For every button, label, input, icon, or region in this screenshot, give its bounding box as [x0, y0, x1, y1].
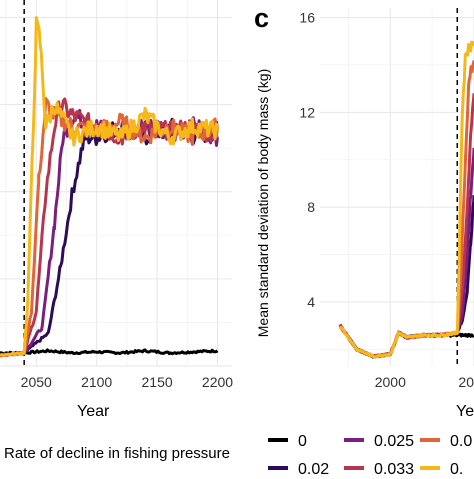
y-tick-label: 4: [307, 294, 315, 310]
legend-label: 0.0: [450, 433, 472, 450]
y-tick-label: 12: [299, 104, 315, 120]
right-series-lines: [338, 40, 474, 359]
legend-title: Rate of decline in fishing pressure: [4, 445, 230, 462]
right-x-axis-ticks: 2000 2050: [375, 374, 474, 390]
y-tick-label: 8: [307, 199, 315, 215]
series-line-0.: [0, 16, 219, 357]
right-y-axis-label: Mean standard deviation of body mass (kg…: [255, 69, 271, 337]
right-gridlines: [320, 8, 474, 366]
x-tick-label: 2050: [21, 374, 52, 390]
x-tick-label: 2200: [202, 374, 233, 390]
panel-right-chart: c 4 8 12 16 2000 2050 Mean standard deviatio…: [254, 3, 474, 420]
legend: Rate of decline in fishing pressure 0 0.0…: [4, 433, 472, 478]
legend-label: 0.033: [374, 461, 414, 474]
x-tick-label: 2100: [81, 374, 112, 390]
legend-label: 0.025: [374, 433, 414, 450]
x-tick-label: 2050: [458, 374, 474, 390]
left-series-lines: [0, 16, 219, 358]
right-y-axis-ticks: 4 8 12 16: [299, 9, 315, 310]
x-tick-label: 2000: [375, 374, 406, 390]
y-tick-label: 16: [299, 9, 315, 25]
legend-label: 0.: [450, 461, 463, 474]
left-x-axis-label: Year: [77, 403, 110, 420]
right-plot-area: [320, 8, 474, 366]
series-line-0: [0, 348, 219, 356]
legend-label: 0: [298, 433, 307, 450]
x-tick-label: 2150: [142, 374, 173, 390]
left-x-axis-ticks: 2050 2100 2150 2200: [21, 374, 234, 390]
right-x-axis-label: Ye: [456, 403, 474, 420]
series-line-0.: [338, 40, 474, 359]
left-gridlines: [0, 0, 232, 367]
legend-label: 0.02: [298, 461, 329, 474]
panel-left-chart: 2050 2100 2150 2200 Year: [0, 0, 233, 420]
panel-label: c: [254, 3, 269, 33]
